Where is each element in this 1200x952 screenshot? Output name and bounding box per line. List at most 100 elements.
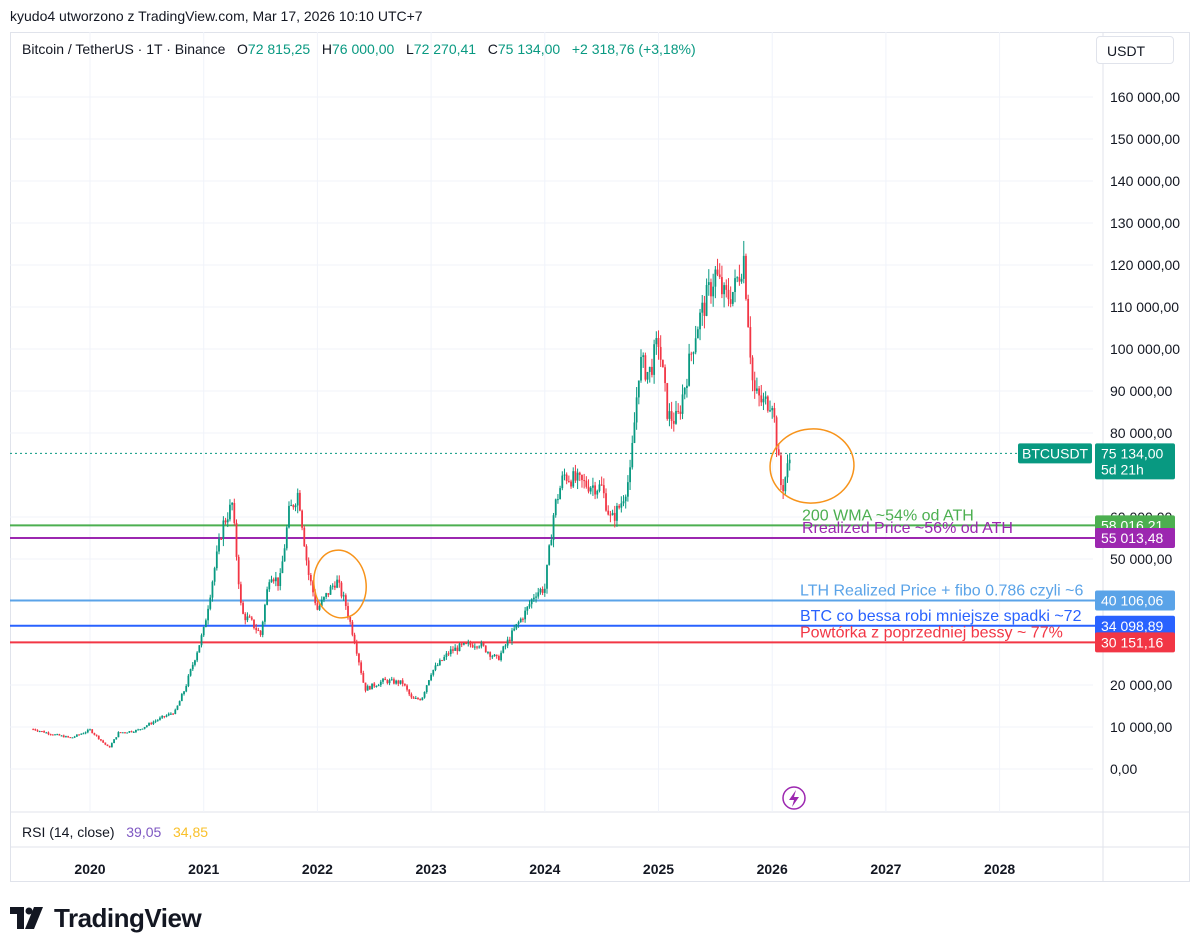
- candle-body: [226, 519, 229, 523]
- y-tick-label: 20 000,00: [1110, 677, 1172, 693]
- candle-body: [771, 408, 774, 411]
- candle-body: [587, 486, 590, 492]
- candle-body: [277, 577, 279, 586]
- symbol-tag-text: BTCUSDT: [1022, 445, 1089, 461]
- candle-body: [344, 595, 347, 607]
- candle-body: [747, 298, 750, 328]
- candle-body: [244, 613, 247, 621]
- candle-body: [491, 656, 494, 658]
- candle-body: [683, 387, 686, 395]
- candle-body: [336, 579, 338, 588]
- candle-body: [742, 255, 745, 279]
- y-tick-label: 140 000,00: [1110, 173, 1180, 189]
- candle-body: [460, 643, 463, 645]
- candle-body: [213, 568, 216, 582]
- candle-body: [454, 647, 457, 651]
- candle-body: [220, 538, 223, 540]
- candle-body: [266, 589, 269, 605]
- candle-body: [377, 685, 380, 687]
- current-price-tag: [1095, 443, 1175, 480]
- candle-body: [303, 527, 306, 547]
- level-price-tag-value: 40 106,06: [1101, 593, 1163, 609]
- candle-body: [734, 278, 736, 293]
- candle-body: [174, 709, 177, 714]
- candle-body: [585, 480, 588, 487]
- candle-body: [609, 514, 612, 516]
- candle-body: [552, 515, 555, 541]
- candle-body: [148, 723, 150, 726]
- candle-body: [441, 660, 443, 662]
- candle-body: [38, 731, 41, 733]
- candle-body: [489, 652, 492, 657]
- candle-body: [616, 505, 618, 521]
- current-price-value: 75 134,00: [1101, 445, 1163, 461]
- y-tick-label: 0,00: [1110, 761, 1137, 777]
- open-label: O: [237, 41, 248, 57]
- candle-body: [655, 338, 658, 345]
- candle-body: [91, 729, 94, 734]
- candle-body: [611, 512, 614, 516]
- candle-body: [546, 564, 548, 589]
- candle-body: [594, 485, 596, 495]
- candle-body: [430, 674, 432, 681]
- candle-body: [419, 699, 422, 701]
- candle-body: [143, 726, 146, 729]
- y-tick-label: 130 000,00: [1110, 215, 1180, 231]
- candle-body: [80, 733, 83, 735]
- candle-body: [67, 736, 70, 738]
- candle-body: [351, 621, 354, 635]
- high-value: 76 000,00: [332, 41, 395, 57]
- candle-body: [128, 731, 131, 733]
- candle-body: [447, 653, 450, 655]
- candle-body: [172, 713, 174, 715]
- candle-body: [596, 490, 599, 495]
- rsi-legend[interactable]: RSI (14, close) 39,05 34,85: [22, 824, 208, 840]
- level-line-label: 200 WMA ~54% od ATH: [802, 507, 974, 524]
- candle-body: [235, 522, 238, 557]
- x-tick-label: 2024: [529, 861, 560, 877]
- candle-body: [780, 455, 782, 486]
- candle-body: [312, 581, 314, 593]
- candle-body: [723, 285, 725, 295]
- candle-body: [745, 255, 747, 299]
- candle-body: [445, 653, 448, 657]
- candle-body: [554, 499, 557, 516]
- symbol-name[interactable]: Bitcoin / TetherUS · 1T · Binance: [22, 41, 226, 57]
- candle-body: [248, 616, 251, 618]
- candle-body: [786, 463, 789, 478]
- candle-body: [618, 505, 621, 508]
- candle-body: [408, 689, 411, 695]
- candle-body: [124, 732, 126, 734]
- candle-body: [487, 652, 489, 654]
- candle-body: [541, 589, 544, 593]
- level-price-tag-value: 55 013,48: [1101, 530, 1163, 546]
- candle-body: [681, 394, 684, 414]
- candle-body: [473, 646, 476, 648]
- candle-countdown: 5d 21h: [1101, 461, 1144, 477]
- candle-body: [500, 652, 502, 661]
- candle-body: [456, 647, 459, 652]
- candle-body: [353, 634, 356, 644]
- candle-body: [191, 664, 194, 670]
- candle-body: [600, 484, 603, 486]
- candle-body: [563, 474, 566, 476]
- candle-body: [524, 610, 527, 620]
- level-price-tag-value: 34 098,89: [1101, 618, 1163, 634]
- candle-body: [458, 643, 461, 652]
- candle-body: [255, 628, 258, 631]
- candle-body: [764, 396, 767, 399]
- candle-body: [668, 411, 671, 419]
- candle-body: [362, 672, 365, 683]
- y-tick-label: 150 000,00: [1110, 131, 1180, 147]
- currency-button[interactable]: USDT: [1096, 36, 1174, 64]
- candle-body: [476, 646, 478, 648]
- candle-body: [307, 560, 310, 575]
- candle-body: [738, 277, 741, 282]
- candle-body: [237, 556, 240, 585]
- candle-body: [145, 725, 148, 727]
- candle-body: [333, 585, 336, 588]
- candle-body: [309, 574, 312, 582]
- candle-body: [443, 656, 446, 661]
- candle-body: [261, 621, 264, 635]
